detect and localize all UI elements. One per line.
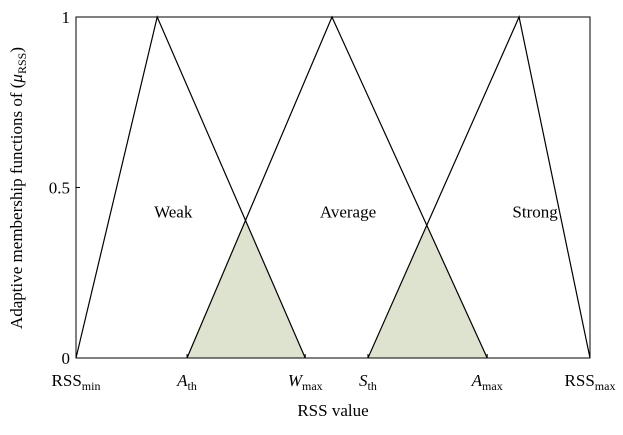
plot-frame	[75, 16, 591, 359]
x-tick-sub: max	[482, 379, 503, 393]
x-tick-sub: max	[595, 379, 616, 393]
x-tick-label: RSSmin	[52, 371, 101, 393]
x-tick-label: RSSmax	[565, 371, 616, 393]
y-label-part: Adaptive membership functions of (	[7, 82, 26, 329]
x-tick-sub: th	[368, 379, 377, 393]
x-tick-main: A	[471, 371, 483, 390]
y-tick-label: 0	[62, 349, 71, 368]
y-tick-label: 1	[62, 8, 71, 27]
x-tick-main: RSS	[565, 371, 595, 390]
x-tick-sub: th	[188, 379, 197, 393]
x-tick-sub: max	[302, 379, 323, 393]
x-tick-label: Wmax	[288, 371, 323, 393]
x-tick-label: Amax	[471, 371, 503, 393]
x-tick-label: Sth	[359, 371, 377, 393]
membership-line	[186, 15, 488, 359]
x-tick-main: A	[176, 371, 188, 390]
membership-line	[75, 15, 306, 359]
overlap-region	[187, 220, 306, 358]
series-label: Average	[320, 203, 376, 222]
y-tick-label: 0.5	[49, 179, 70, 198]
x-tick-label: Ath	[176, 371, 197, 393]
x-tick-main: RSS	[52, 371, 82, 390]
x-tick-sub: min	[82, 379, 101, 393]
x-tick-main: S	[359, 371, 368, 390]
series-label: Strong	[512, 203, 558, 222]
y-label-part: μ	[7, 74, 26, 84]
y-label-part: RSS	[15, 53, 29, 74]
x-tick-main: W	[288, 371, 304, 390]
membership-line	[367, 15, 591, 359]
y-axis-label: Adaptive membership functions of (μRSS)	[7, 47, 29, 329]
overlap-region	[367, 225, 488, 358]
y-label-part: )	[7, 47, 26, 53]
series-label: Weak	[154, 203, 193, 222]
x-axis-label: RSS value	[297, 401, 368, 420]
